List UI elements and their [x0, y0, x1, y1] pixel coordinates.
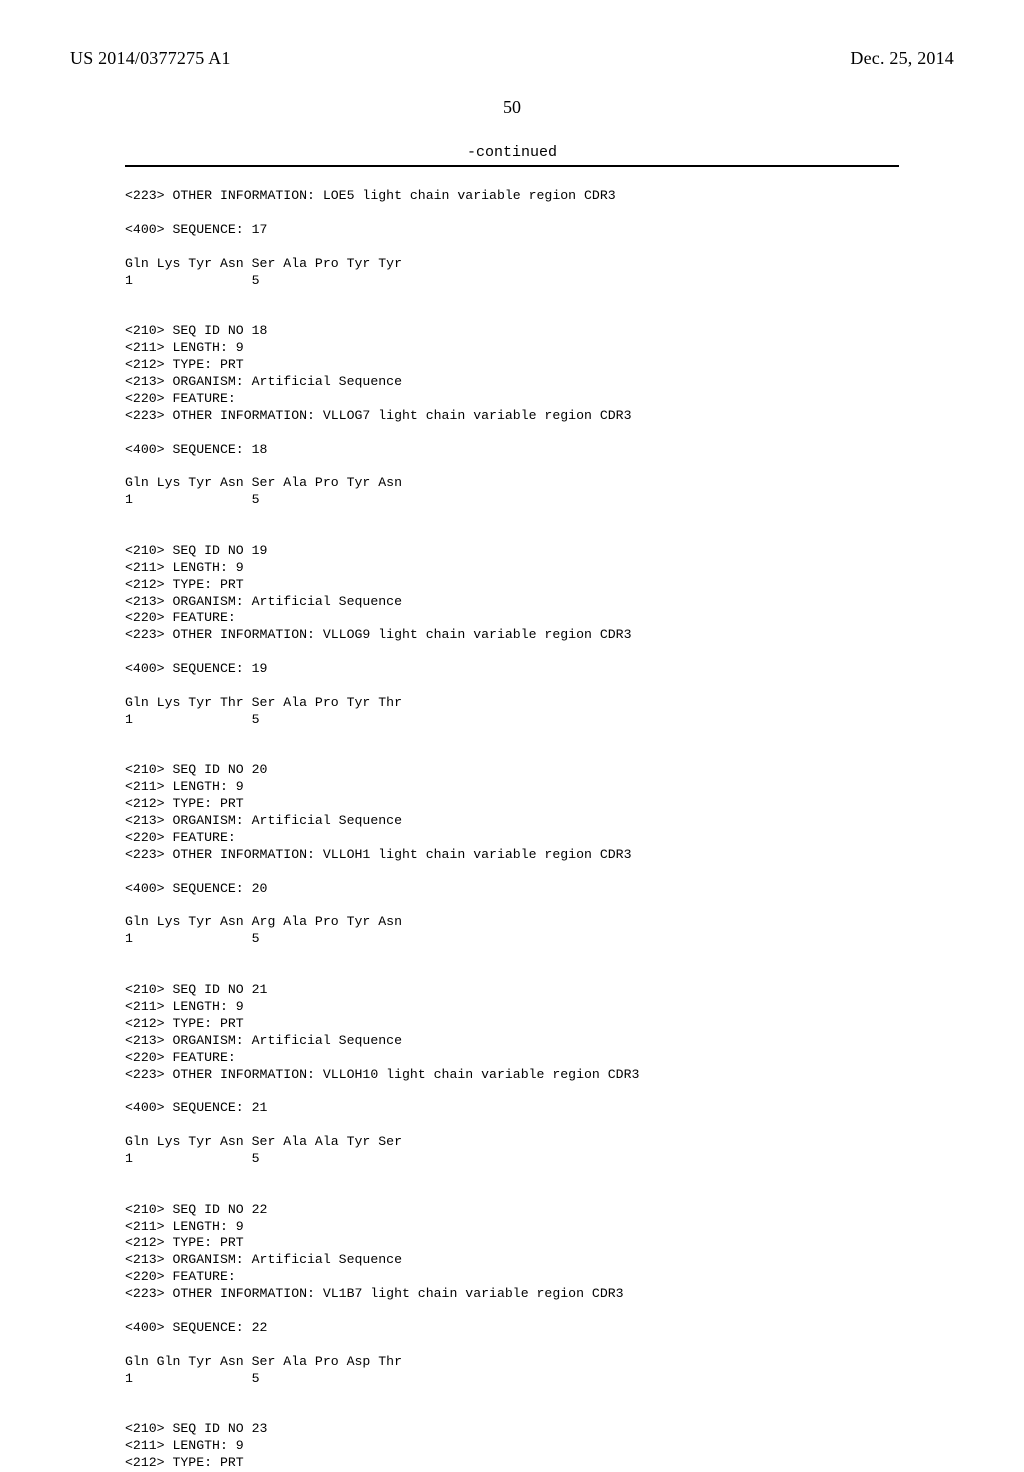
page-root: US 2014/0377275 A1 Dec. 25, 2014 50 -con… [0, 0, 1024, 1320]
sequence-listing-wrap: <223> OTHER INFORMATION: LOE5 light chai… [125, 180, 899, 1472]
publication-number: US 2014/0377275 A1 [70, 48, 231, 69]
sequence-listing: <223> OTHER INFORMATION: LOE5 light chai… [125, 180, 899, 1472]
horizontal-rule [125, 165, 899, 167]
continued-label: -continued [70, 144, 954, 161]
publication-date: Dec. 25, 2014 [850, 48, 954, 69]
page-number: 50 [70, 97, 954, 118]
page-header: US 2014/0377275 A1 Dec. 25, 2014 [70, 48, 954, 69]
